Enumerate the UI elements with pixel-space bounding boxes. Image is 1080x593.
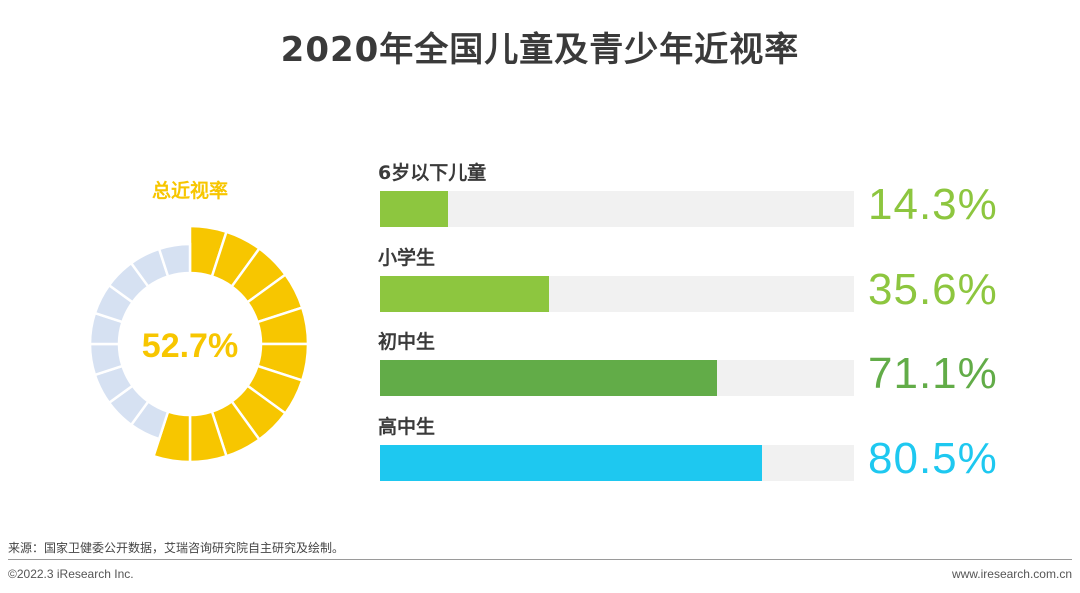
- bar-track: [380, 445, 854, 481]
- bar-value-label: 35.6%: [868, 265, 998, 314]
- bar: [380, 360, 717, 396]
- website-link[interactable]: www.iresearch.com.cn: [951, 567, 1072, 581]
- bar-track: [380, 276, 854, 312]
- bar: [380, 276, 549, 312]
- bar-category-label: 初中生: [378, 331, 436, 353]
- donut-value-label: 52.7%: [142, 327, 238, 365]
- total-myopia-donut: 52.7%: [88, 226, 310, 464]
- source-note: 来源：国家卫健委公开数据，艾瑞咨询研究院自主研究及绘制。: [8, 541, 345, 555]
- bar-value-label: 71.1%: [868, 349, 998, 398]
- copyright-text: ©2022.3 iResearch Inc.: [8, 567, 134, 581]
- bar-category-label: 高中生: [378, 416, 436, 438]
- footer-divider: [8, 559, 1072, 560]
- bar-category-label: 6岁以下儿童: [378, 162, 487, 184]
- bar-value-label: 80.5%: [868, 434, 998, 483]
- donut-title: 总近视率: [151, 180, 228, 202]
- bar-track: [380, 360, 854, 396]
- bar-value-label: 14.3%: [868, 180, 998, 229]
- bar-category-label: 小学生: [378, 247, 436, 269]
- bar: [380, 191, 448, 227]
- donut-center: [138, 292, 242, 396]
- page-title: 2020年全国儿童及青少年近视率: [280, 30, 800, 70]
- donut-segment-remaining: [157, 242, 192, 279]
- bar-track: [380, 191, 854, 227]
- bar: [380, 445, 762, 481]
- donut-segments: [88, 226, 310, 464]
